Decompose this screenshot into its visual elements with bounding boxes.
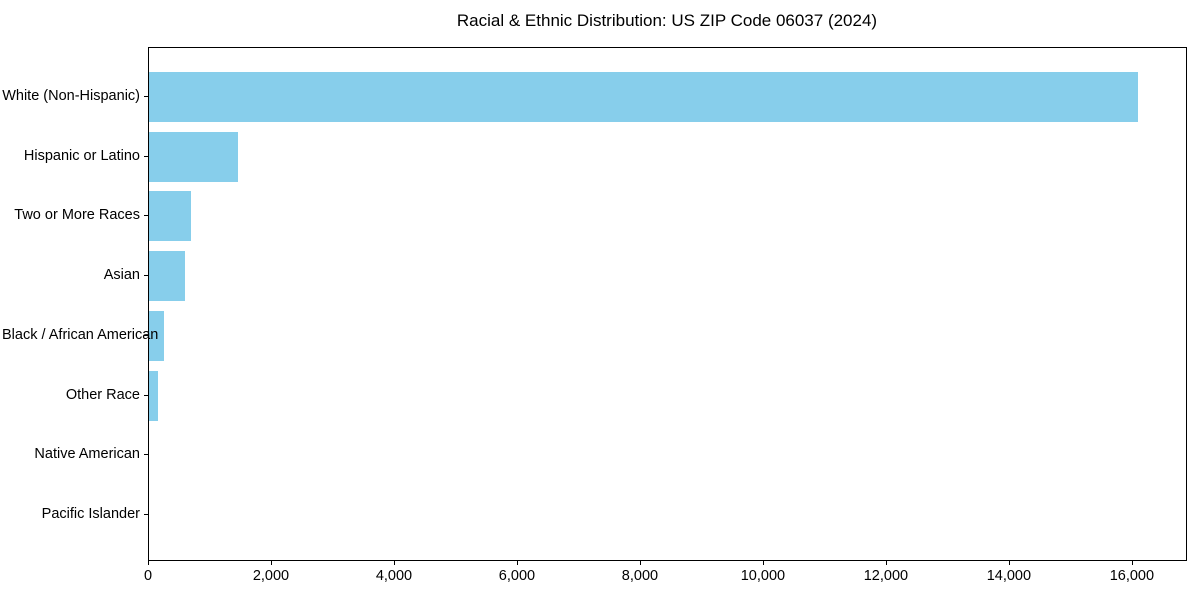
x-tick-mark <box>1131 561 1133 565</box>
x-tick-mark <box>270 561 272 565</box>
bar <box>149 131 238 182</box>
y-tick-mark <box>144 155 148 157</box>
y-tick-mark <box>144 454 148 456</box>
x-tick-mark <box>762 561 764 565</box>
x-tick-label: 4,000 <box>375 568 413 584</box>
x-tick-label: 2,000 <box>252 568 290 584</box>
x-tick-label: 6,000 <box>498 568 536 584</box>
x-tick-label: 12,000 <box>863 568 909 584</box>
y-tick-label: Asian <box>103 267 140 284</box>
x-tick-mark <box>516 561 518 565</box>
bar <box>149 251 185 302</box>
bar <box>149 72 1138 122</box>
x-tick-label: 10,000 <box>740 568 786 584</box>
y-tick-label: Black / African American <box>2 326 159 343</box>
bar <box>149 370 158 421</box>
x-tick-label: 16,000 <box>1109 568 1155 584</box>
x-tick-label: 8,000 <box>621 568 659 584</box>
y-tick-mark <box>144 96 148 97</box>
x-tick-mark <box>148 561 149 565</box>
x-tick-mark <box>393 561 395 565</box>
y-tick-label: Other Race <box>65 386 140 403</box>
y-tick-mark <box>144 513 148 515</box>
x-tick-label: 0 <box>143 568 153 584</box>
x-tick-mark <box>885 561 887 565</box>
y-tick-label: Hispanic or Latino <box>23 147 140 164</box>
bar <box>149 191 192 242</box>
bar <box>149 310 164 361</box>
y-tick-label: Native American <box>34 446 140 463</box>
x-tick-label: 14,000 <box>986 568 1032 584</box>
y-tick-label: Pacific Islander <box>41 505 140 522</box>
y-tick-label: White (Non-Hispanic) <box>2 88 140 104</box>
chart-title: Racial & Ethnic Distribution: US ZIP Cod… <box>456 11 878 30</box>
x-tick-mark <box>1008 561 1010 565</box>
y-tick-mark <box>144 275 148 277</box>
y-tick-mark <box>144 394 148 396</box>
y-tick-mark <box>144 334 148 336</box>
y-tick-label: Two or More Races <box>14 207 140 224</box>
y-tick-mark <box>144 215 148 217</box>
plot-area <box>148 47 1187 561</box>
x-tick-mark <box>639 561 641 565</box>
